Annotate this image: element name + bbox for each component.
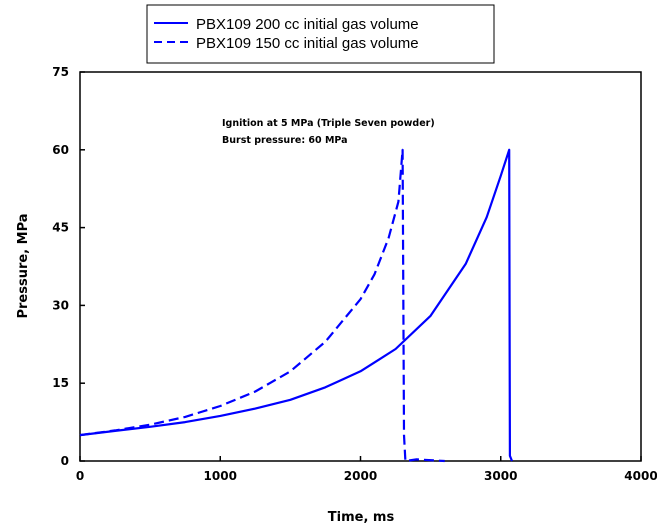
legend-label-1: PBX109 150 cc initial gas volume [196, 35, 419, 52]
y-tick-label: 15 [52, 376, 69, 390]
series-line-0 [79, 148, 514, 462]
x-tick-label: 1000 [204, 469, 237, 483]
y-tick-label: 45 [52, 221, 69, 235]
series-line-1 [79, 148, 445, 463]
series-lines [79, 148, 514, 463]
x-tick-label: 4000 [624, 469, 657, 483]
y-axis-title: Pressure, MPa [16, 213, 31, 318]
y-tick-label: 75 [52, 65, 69, 79]
y-tick-label: 30 [52, 298, 69, 312]
plot-frame [79, 71, 642, 462]
x-tick-label: 2000 [344, 469, 377, 483]
axis-tick-labels: 0 1000 2000 3000 4000 0 15 30 45 60 75 [52, 65, 657, 483]
legend: PBX109 200 cc initial gas volume PBX109 … [146, 4, 495, 64]
x-tick-label: 0 [76, 469, 84, 483]
y-tick-label: 0 [61, 454, 69, 468]
legend-label-0: PBX109 200 cc initial gas volume [196, 16, 419, 33]
annotation-burst: Burst pressure: 60 MPa [222, 135, 348, 146]
x-axis-title: Time, ms [328, 510, 395, 525]
y-tick-label: 60 [52, 143, 69, 157]
axis-ticks [79, 71, 642, 462]
x-tick-label: 3000 [484, 469, 517, 483]
legend-box [146, 4, 495, 64]
annotation-ignition: Ignition at 5 MPa (Triple Seven powder) [222, 118, 435, 129]
